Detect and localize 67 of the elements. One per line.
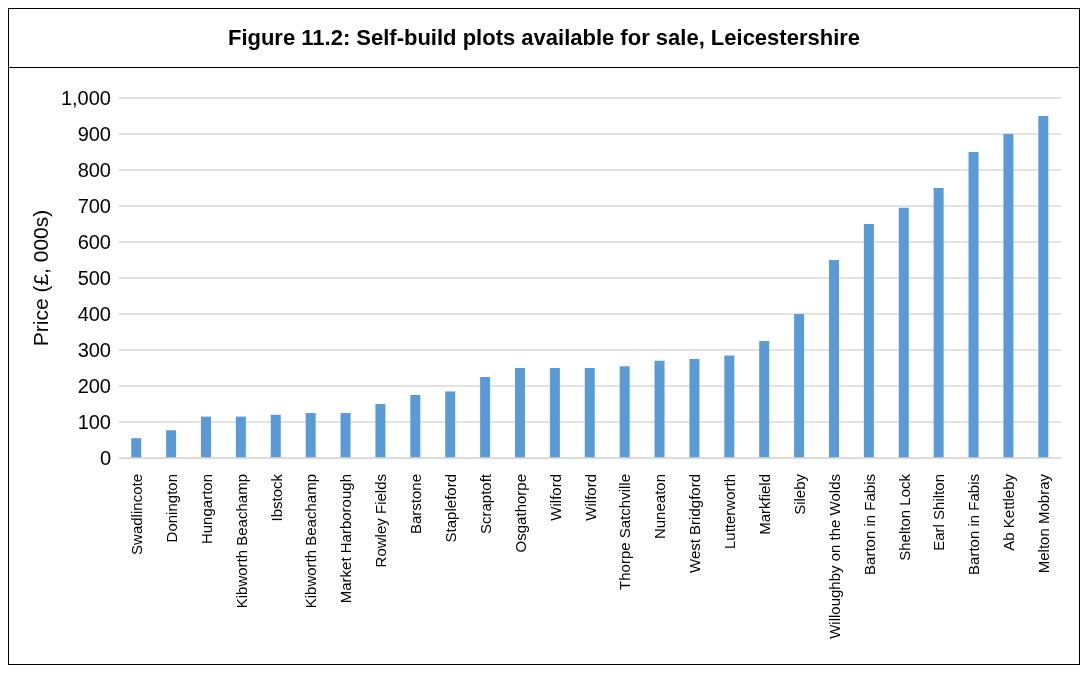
y-tick-label: 700 (77, 195, 111, 218)
chart-title: Figure 11.2: Self-build plots available for sale, Leicestershire (9, 9, 1079, 68)
bar (898, 207, 909, 458)
bar (131, 438, 142, 458)
bar (654, 360, 665, 458)
x-tick-label: Kibworth Beachamp (232, 474, 250, 609)
bar (305, 413, 316, 458)
y-tick-label: 900 (77, 123, 111, 146)
bar (549, 368, 560, 458)
x-tick-label: West Bridgford (686, 474, 704, 573)
bar (375, 404, 386, 458)
x-tick-label: Donington (162, 474, 180, 543)
bar (270, 414, 281, 458)
y-tick-label: 200 (77, 375, 111, 398)
y-tick-label: 800 (77, 159, 111, 182)
x-tick-label: Earl Shilton (930, 474, 948, 551)
x-tick-label: Osgathorpe (511, 474, 529, 553)
y-tick-label: 600 (77, 231, 111, 254)
x-tick-label: Melton Mobray (1035, 473, 1053, 574)
x-tick-label: Markfield (755, 474, 773, 535)
x-tick-label: Kibworth Beachamp (302, 474, 320, 609)
x-tick-label: Wilford (581, 474, 599, 521)
x-tick-label: Willoughby on the Wolds (825, 474, 843, 639)
x-tick-label: Barton in Fabis (860, 474, 878, 575)
x-tick-label: Wilford (546, 474, 564, 521)
bar (166, 430, 177, 458)
bar (235, 416, 246, 458)
x-tick-label: Thorpe Satchville (616, 474, 634, 590)
y-tick-label: 0 (99, 447, 111, 470)
bar (200, 416, 211, 458)
x-tick-label: Barstone (407, 474, 425, 535)
bar (933, 188, 944, 458)
bar (759, 341, 770, 458)
x-tick-label: Scraptoft (476, 473, 494, 535)
y-axis-title: Price (£, 000s) (29, 209, 53, 347)
x-tick-label: Lutterworth (721, 474, 739, 550)
x-tick-label: Rowley Fields (372, 474, 390, 568)
bar (584, 368, 595, 458)
bar (689, 359, 700, 458)
bar (445, 391, 456, 458)
y-tick-label: 400 (77, 303, 111, 326)
bar (863, 224, 874, 458)
bar (410, 395, 421, 458)
x-tick-label: Shelton Lock (895, 473, 913, 561)
bar (724, 355, 735, 458)
x-tick-label: Market Harborough (337, 474, 355, 604)
y-tick-label: 1,000 (60, 87, 111, 110)
bar (480, 377, 491, 458)
y-tick-label: 300 (77, 339, 111, 362)
bar (1003, 134, 1014, 458)
bar (340, 413, 351, 458)
x-tick-label: Swadlincote (127, 474, 145, 555)
bar (1038, 116, 1049, 458)
y-tick-label: 100 (77, 411, 111, 434)
bar (794, 314, 805, 458)
x-tick-label: Nuneaton (651, 474, 669, 540)
bar (968, 152, 979, 458)
bar (514, 368, 525, 458)
x-tick-label: Ibstock (267, 473, 285, 522)
x-tick-label: Barton in Fabis (965, 474, 983, 575)
x-tick-label: Sileby (790, 473, 808, 515)
bar (619, 366, 630, 458)
x-tick-label: Ab Kettleby (1000, 473, 1018, 551)
x-tick-label: Stapleford (441, 474, 459, 543)
x-tick-label: Hungarton (197, 474, 215, 545)
y-tick-label: 500 (77, 267, 111, 290)
bar (828, 260, 839, 458)
